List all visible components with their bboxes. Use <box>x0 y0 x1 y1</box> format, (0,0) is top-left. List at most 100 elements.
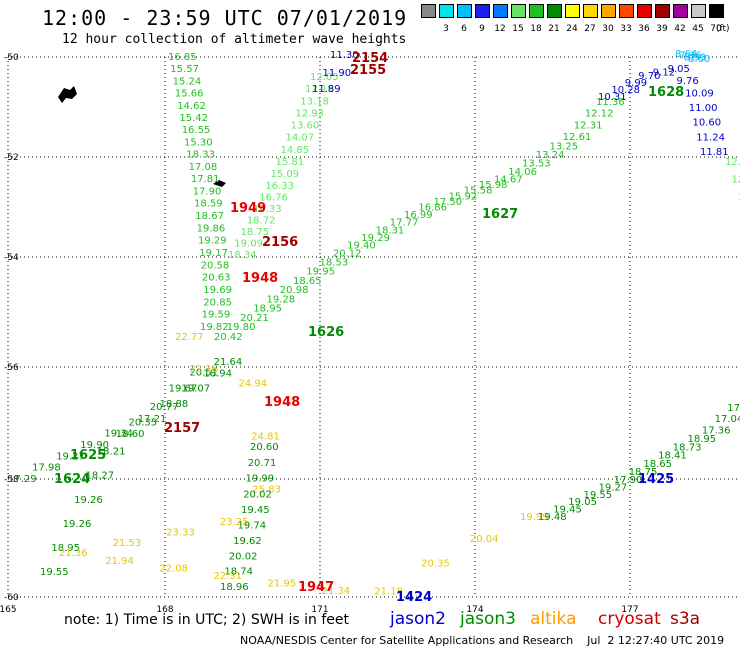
wave-height-value: 22.08 <box>159 564 188 575</box>
wave-height-value: 11.30 <box>330 50 359 61</box>
wave-height-value: 21.53 <box>113 538 142 549</box>
lat-label: -56 <box>4 363 19 373</box>
wave-height-value: 19.69 <box>203 285 232 296</box>
pass-time-label: 1624 <box>54 472 90 487</box>
scale-swatch <box>565 4 580 18</box>
wave-height-value: 18.27 <box>86 471 115 482</box>
wave-height-value: 10.31 <box>598 92 627 103</box>
wave-height-value: 18.41 <box>658 451 687 462</box>
legend-jason2: jason2 <box>390 609 446 629</box>
pass-time-label: 1948 <box>242 271 278 286</box>
scale-label: 24 <box>566 24 578 34</box>
wave-height-value: 19.26 <box>63 519 92 530</box>
wave-height-value: 13.53 <box>522 158 551 169</box>
scale-swatch <box>673 4 688 18</box>
wave-height-value: 19.62 <box>233 536 262 547</box>
wave-height-value: 18.96 <box>220 582 249 593</box>
scale-swatch <box>637 4 652 18</box>
wave-height-value: 14.67 <box>494 174 523 185</box>
scale-label: 21 <box>548 24 560 34</box>
wave-height-value: 15.30 <box>184 137 213 148</box>
wave-height-value: 14.06 <box>508 167 537 178</box>
wave-height-value: 20.85 <box>203 297 232 308</box>
wave-height-value: 21.95 <box>268 579 297 590</box>
wave-height-value: 10.60 <box>693 118 722 129</box>
wave-height-value: 16.99 <box>404 210 433 221</box>
wave-height-value: 19.59 <box>202 310 231 321</box>
scale-label: 30 <box>602 24 614 34</box>
wave-height-value: 11.89 <box>312 84 341 95</box>
wave-height-value: 18.94 <box>203 369 232 380</box>
scale-label: 9 <box>479 24 485 34</box>
wave-height-value: 14.85 <box>281 145 310 156</box>
wave-height-value: 8.64 <box>675 49 697 60</box>
wave-height-value: 20.58 <box>201 260 230 271</box>
pass-time-label: 2155 <box>350 63 386 78</box>
units-label: (ft) <box>716 24 730 34</box>
wave-height-value: 16.85 <box>168 52 197 63</box>
wave-height-value: 19.99 <box>246 474 275 485</box>
wave-height-value: 16.33 <box>265 181 294 192</box>
scale-swatch <box>691 4 706 18</box>
wave-height-value: 17.04 <box>715 414 740 425</box>
wave-height-value: 19.26 <box>74 495 103 506</box>
wave-height-value: 13.25 <box>550 141 579 152</box>
wave-height-value: 10.09 <box>685 88 714 99</box>
wave-height-value: 9.05 <box>668 64 690 75</box>
wave-height-value: 20.51 <box>189 367 218 378</box>
page-subtitle: 12 hour collection of altimeter wave hei… <box>62 32 407 47</box>
wave-height-value: 16.86 <box>418 203 447 214</box>
scale-swatch <box>529 4 544 18</box>
wave-height-value: 20.35 <box>129 417 158 428</box>
wave-height-value: 20.77 <box>150 402 179 413</box>
wave-height-value: 17.08 <box>189 162 218 173</box>
wave-height-value: 18.53 <box>320 257 349 268</box>
wave-height-value: 11.24 <box>696 132 725 143</box>
track-4: 12.95 12.10 12.4 <box>725 157 740 203</box>
scale-swatch <box>601 4 616 18</box>
wave-height-value: 19.48 <box>538 512 567 523</box>
wave-height-value: 8.60 <box>688 54 710 65</box>
wave-height-value: 12.12 <box>585 109 614 120</box>
scale-swatch <box>457 4 472 18</box>
wave-height-value: 19.29 <box>198 236 227 247</box>
wave-height-value: 15.98 <box>479 180 508 191</box>
wave-height-value: 18.95 <box>253 304 282 315</box>
wave-height-value: 15.58 <box>464 186 493 197</box>
wave-height-value: 19.05 <box>568 497 597 508</box>
pass-time-label: 2154 <box>352 51 388 66</box>
scale-swatch <box>547 4 562 18</box>
pass-time-label: 1947 <box>298 580 334 595</box>
pass-time-label: 1625 <box>70 448 106 463</box>
wave-height-value: 18.95 <box>688 434 717 445</box>
wave-height-value: 18.33 <box>186 150 215 161</box>
wave-height-value: 12.61 <box>563 132 592 143</box>
lon-label: 171 <box>311 605 328 615</box>
wave-height-value: 20.04 <box>470 534 499 545</box>
wave-height-value: 13.24 <box>536 150 565 161</box>
wave-height-value: 19.45 <box>241 505 270 516</box>
wave-height-value: 19.99 <box>520 512 549 523</box>
wave-height-value: 19.09 <box>234 239 263 250</box>
note-text: note: 1) Time is in UTC; 2) SWH is in fe… <box>64 612 350 628</box>
wave-height-value: 20.63 <box>202 273 231 284</box>
island-shape <box>58 86 77 103</box>
track-7: 22.77 22.16 24.94 24.81 25.83 23.25 23.33 21.53… <box>59 332 549 597</box>
pass-time-label: 1626 <box>308 325 344 340</box>
wave-height-value: 18.31 <box>376 225 405 236</box>
wave-height-value: 18.21 <box>97 447 126 458</box>
wave-height-value: 17.90 <box>193 186 222 197</box>
pass-time-label: 1948 <box>264 395 300 410</box>
wave-height-value: 18.65 <box>293 276 322 287</box>
scale-swatch <box>655 4 670 18</box>
wave-height-value: 18.72 <box>247 216 276 227</box>
wave-height-value: 19.45 <box>553 505 582 516</box>
wave-height-value: 21.94 <box>105 556 134 567</box>
scale-swatch <box>709 4 724 18</box>
lat-label: -58 <box>4 475 19 485</box>
scale-label: 39 <box>656 24 668 34</box>
axis-labels: 165 168 171 174 177 -50 -52 -54 -56 -58 -60 <box>0 53 639 615</box>
